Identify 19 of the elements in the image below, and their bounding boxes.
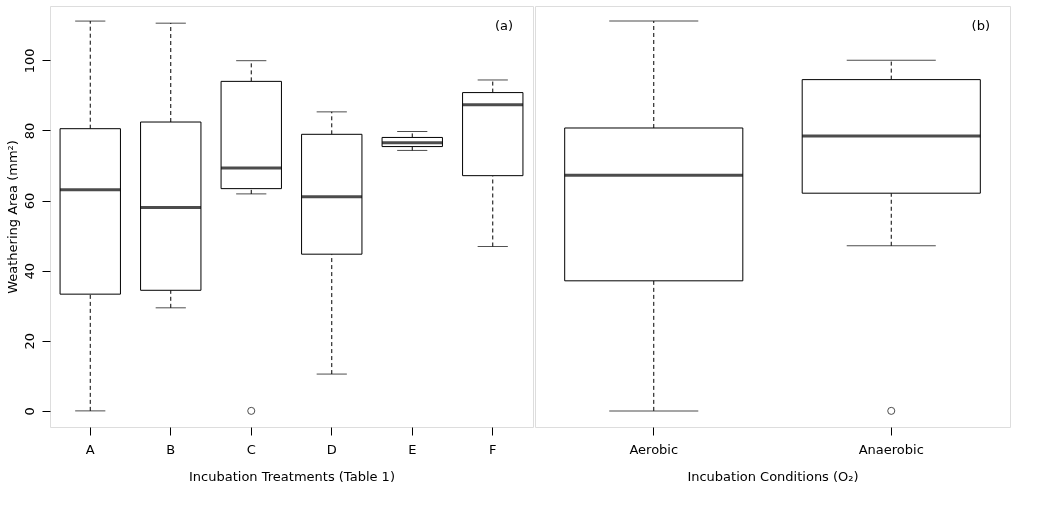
- x-tick-label: Aerobic: [629, 441, 679, 457]
- y-tick-label: 20: [21, 332, 37, 350]
- x-tick-label: B: [166, 441, 176, 457]
- y-tick-label: 0: [21, 407, 37, 416]
- x-tick-label: F: [489, 441, 497, 457]
- x-tick-label: Anaerobic: [858, 441, 924, 457]
- y-tick-label: 40: [21, 262, 37, 280]
- x-tick-label: E: [408, 441, 417, 457]
- x-axis-title: Incubation Conditions (O₂): [687, 468, 859, 484]
- y-axis-title: Weathering Area (mm²): [4, 140, 20, 294]
- annotation: (a): [494, 18, 513, 33]
- x-axis-title: Incubation Treatments (Table 1): [189, 468, 395, 484]
- y-tick-label: 100: [21, 48, 37, 74]
- y-tick-label: 80: [21, 122, 37, 140]
- x-tick-label: D: [326, 441, 337, 457]
- y-tick-label: 60: [21, 192, 37, 210]
- x-tick-label: C: [246, 441, 256, 457]
- x-tick-label: A: [85, 441, 95, 457]
- annotation: (b): [971, 18, 990, 33]
